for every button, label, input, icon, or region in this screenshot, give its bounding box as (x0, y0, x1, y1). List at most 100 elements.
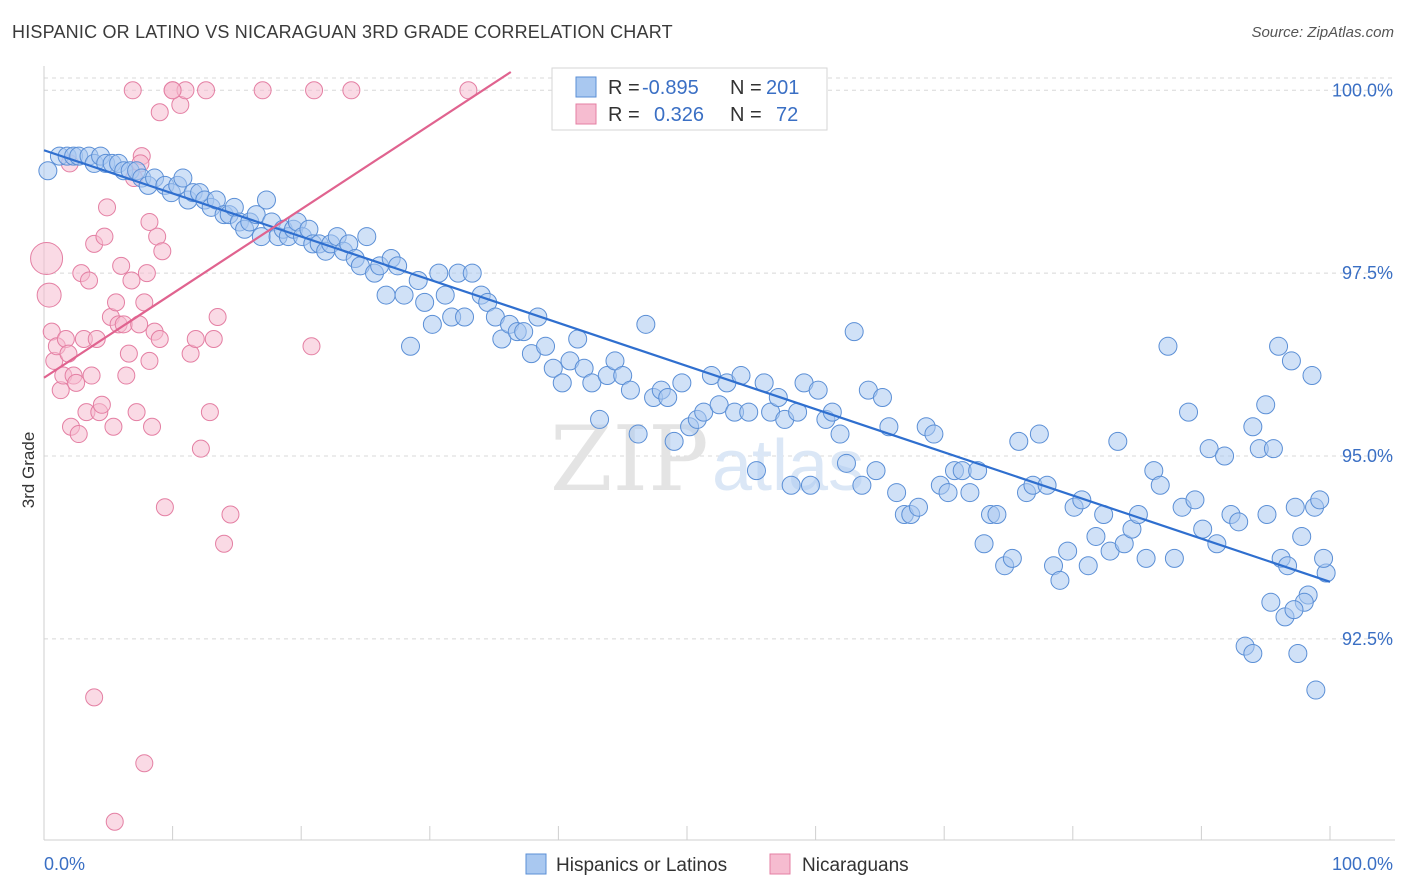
hispanics-point (1058, 541, 1078, 561)
nicaraguans-point (140, 351, 159, 370)
hispanics-point (1281, 351, 1301, 371)
hispanics-point (455, 307, 475, 327)
legend-swatch-pink (575, 103, 597, 125)
hispanics-point (492, 329, 512, 349)
hispanics-point (836, 453, 856, 473)
hispanics-point (1292, 526, 1312, 546)
y-tick-label: 92.5% (1342, 629, 1393, 649)
axes: 100.0% 97.5% 95.0% 92.5% 0.0% 100.0% (43, 66, 1395, 874)
trend-lines (43, 71, 1331, 583)
hispanics-point (38, 161, 58, 181)
legend-bottom-label-pink: Nicaraguans (802, 855, 909, 876)
hispanics-point (974, 534, 994, 554)
hispanics-point (1257, 505, 1277, 525)
nicaraguans-point (87, 329, 106, 348)
nicaraguans-point (123, 81, 142, 100)
hispanics-point (408, 270, 428, 290)
hispanics-point (462, 263, 482, 283)
hispanics-trend-line (43, 149, 1331, 583)
hispanics-point (1302, 366, 1322, 386)
nicaraguans-point (208, 308, 227, 327)
hispanics-point (1002, 548, 1022, 568)
hispanics-point (808, 380, 828, 400)
hispanics-point (830, 424, 850, 444)
hispanics-point (1263, 439, 1283, 459)
hispanics-point (1037, 475, 1057, 495)
nicaraguans-point (137, 264, 156, 283)
legend-swatch-blue (575, 76, 597, 98)
legend-n-value-blue: 201 (766, 77, 799, 99)
x-tick-label: 0.0% (44, 854, 85, 874)
hispanics-point (1114, 534, 1134, 554)
nicaraguans-point (122, 271, 141, 290)
hispanics-point (401, 336, 421, 356)
hispanics-point (844, 322, 864, 342)
hispanics-point (664, 431, 684, 451)
nicaraguans-point (197, 81, 216, 100)
hispanics-point (960, 483, 980, 503)
hispanics-point (872, 387, 892, 407)
nicaraguans-point (36, 282, 62, 308)
hispanics-point (574, 358, 594, 378)
hispanics-point (514, 322, 534, 342)
nicaraguans-point (98, 198, 117, 217)
nicaraguans-trend-line (43, 71, 512, 379)
nicaraguans-point (117, 366, 136, 385)
hispanics-point (1243, 643, 1263, 663)
nicaraguans-point (155, 498, 174, 517)
legend-bottom: Hispanics or Latinos Nicaraguans (525, 853, 909, 876)
nicaraguans-point (150, 103, 169, 122)
hispanics-point (1179, 402, 1199, 422)
nicaraguans-point (107, 293, 126, 312)
y-tick-label: 97.5% (1342, 263, 1393, 283)
nicaraguans-point (342, 81, 361, 100)
hispanics-point (628, 424, 648, 444)
hispanics-point (620, 380, 640, 400)
hispanics-point (781, 475, 801, 495)
hispanics-point (987, 505, 1007, 525)
hispanics-point (887, 483, 907, 503)
nicaraguans-point (51, 381, 70, 400)
hispanics-point (1215, 446, 1235, 466)
hispanics-point (552, 373, 572, 393)
hispanics-point (1029, 424, 1049, 444)
nicaraguans-point (163, 81, 182, 100)
hispanics-point (415, 292, 435, 312)
nicaraguans-point (59, 344, 78, 363)
hispanics-point (866, 461, 886, 481)
legend-r-label-pink: R = (608, 104, 640, 126)
hispanics-point (694, 402, 714, 422)
hispanics-point (613, 366, 633, 386)
y-tick-label: 95.0% (1342, 446, 1393, 466)
nicaraguans-point (204, 329, 223, 348)
nicaraguans-point (135, 754, 154, 773)
hispanics-point (1150, 475, 1170, 495)
hispanics-point (1108, 431, 1128, 451)
hispanics-point (852, 475, 872, 495)
source-note: Source: ZipAtlas.com (1251, 24, 1394, 41)
nicaraguans-points (30, 81, 478, 831)
nicaraguans-point (30, 242, 64, 276)
hispanics-point (1261, 592, 1281, 612)
hispanics-point (1229, 512, 1249, 532)
legend-bottom-swatch-pink (769, 853, 791, 875)
nicaraguans-point (80, 271, 99, 290)
hispanics-point (376, 285, 396, 305)
hispanics-point (658, 387, 678, 407)
hispanics-point (543, 358, 563, 378)
nicaraguans-point (112, 256, 131, 275)
hispanics-point (1078, 556, 1098, 576)
nicaraguans-point (127, 403, 146, 422)
hispanics-point (173, 168, 193, 188)
nicaraguans-point (215, 534, 234, 553)
nicaraguans-point (56, 329, 75, 348)
legend-top-box (551, 67, 828, 131)
hispanics-point (908, 497, 928, 517)
nicaraguans-point (140, 212, 159, 231)
legend-n-label-blue: N = (730, 77, 762, 99)
hispanics-point (709, 395, 729, 415)
hispanics-point (672, 373, 692, 393)
hispanics-point (357, 227, 377, 247)
legend-r-label-blue: R = (608, 77, 640, 99)
